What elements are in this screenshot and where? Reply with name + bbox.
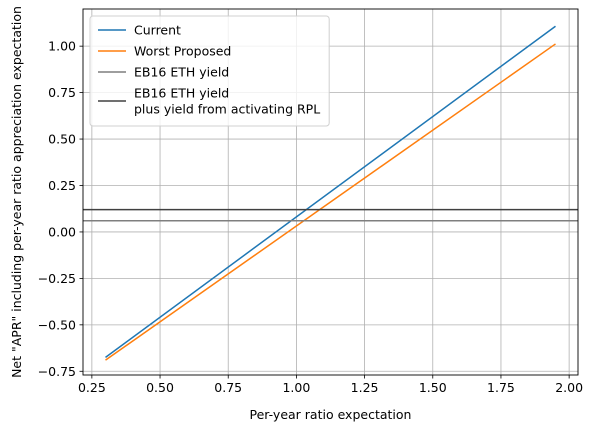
y-tick-label: 0.50 bbox=[48, 132, 76, 147]
legend-label-eb16-eth-yield-plus-yield-from-activating-rpl: plus yield from activating RPL bbox=[134, 102, 320, 117]
series-worst-proposed bbox=[105, 43, 556, 361]
x-tick-label: 0.50 bbox=[146, 380, 174, 395]
y-tick-label: 0.00 bbox=[48, 224, 76, 239]
y-tick-label: 0.25 bbox=[48, 178, 76, 193]
x-tick-label: 0.75 bbox=[214, 380, 242, 395]
y-axis-label: Net "APR" including per-year ratio appre… bbox=[9, 6, 24, 378]
plot-frame bbox=[82, 8, 579, 376]
x-axis-ticks: 0.25 0.50 0.75 1.00 1.25 1.50 1.75 2.00 bbox=[78, 375, 583, 395]
series-layer bbox=[83, 25, 578, 361]
grid bbox=[83, 9, 578, 375]
y-axis-ticks: −0.75 −0.50 −0.25 0.00 0.25 0.50 0.75 1.00 bbox=[38, 39, 83, 379]
y-tick-label: −0.75 bbox=[38, 364, 76, 379]
y-tick-label: −0.25 bbox=[38, 271, 76, 286]
x-tick-label: 1.75 bbox=[487, 380, 515, 395]
x-tick-label: 2.00 bbox=[555, 380, 583, 395]
x-tick-label: 0.25 bbox=[78, 380, 106, 395]
series-current bbox=[105, 25, 556, 358]
x-tick-label: 1.25 bbox=[351, 380, 379, 395]
y-tick-label: 1.00 bbox=[48, 39, 76, 54]
legend-label-current: Current bbox=[134, 23, 181, 38]
legend: Current Worst Proposed EB16 ETH yield EB16 … bbox=[89, 15, 330, 127]
y-tick-label: 0.75 bbox=[48, 85, 76, 100]
x-axis-label: Per-year ratio expectation bbox=[250, 407, 412, 422]
x-tick-label: 1.50 bbox=[419, 380, 447, 395]
legend-label-worst-proposed: Worst Proposed bbox=[134, 44, 231, 59]
x-tick-label: 1.00 bbox=[282, 380, 310, 395]
y-tick-label: −0.50 bbox=[38, 317, 76, 332]
legend-label-eb16-eth-yield: EB16 ETH yield bbox=[134, 65, 229, 80]
legend-label-eb16-eth-yield-plus-yield-from-activating-rpl: EB16 ETH yield bbox=[134, 86, 229, 101]
legend-frame bbox=[89, 15, 330, 127]
